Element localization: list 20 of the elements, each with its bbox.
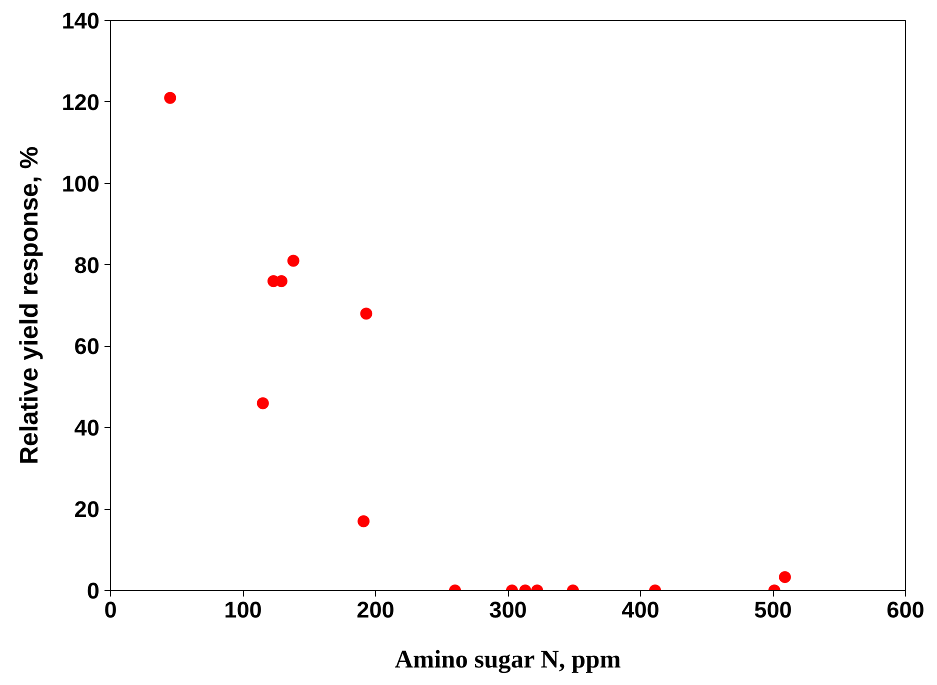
point [287, 254, 300, 267]
x-tick-label: 0 [104, 596, 117, 622]
y-tick-label: 40 [74, 414, 100, 441]
x-tick-label: 200 [356, 596, 394, 622]
x-tick-label: 100 [224, 596, 262, 622]
point [360, 308, 372, 320]
x-tick-label: 300 [489, 596, 527, 622]
y-tick-label: 120 [62, 88, 100, 115]
y-tick-label: 60 [74, 333, 100, 360]
point [256, 397, 269, 410]
x-tick-label: 600 [886, 596, 924, 622]
x-tick-label: 500 [754, 596, 792, 622]
y-tick-label: 0 [86, 578, 100, 604]
x-axis-title: Amino sugar N, ppm [394, 646, 621, 674]
y-tick-label: 20 [74, 496, 100, 522]
y-tick-label: 140 [62, 8, 100, 34]
y-tick-label: 80 [74, 252, 100, 278]
y-axis-title: Relative yield response, % [16, 146, 44, 465]
x-tick-label: 400 [622, 596, 660, 622]
y-tick-label: 100 [62, 170, 100, 196]
